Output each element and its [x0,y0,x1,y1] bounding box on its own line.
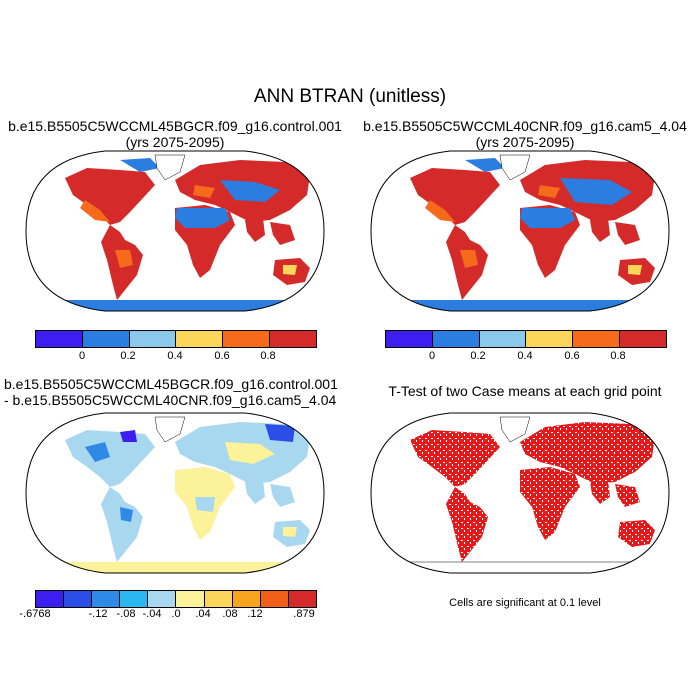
colorbar-tick: -.6768 [19,608,51,620]
main-title: ANN BTRAN (unitless) [253,86,447,107]
panel-title-top-right-line2: (yrs 2075-2095) [475,134,575,150]
colorbar-swatch [620,331,666,347]
colorbar-swatch [232,591,261,607]
map-bottom-left-difference [25,412,325,574]
colorbar-top-right [385,330,667,348]
colorbar-swatch [176,591,205,607]
significance-note: Cells are significant at 0.1 level [449,597,601,609]
colorbar-swatch [129,331,177,347]
colorbar-swatch [204,591,233,607]
colorbar-tick: 0.4 [167,350,183,362]
panel-title-bottom-left-line1: b.e15.B5505C5WCCML45BGCR.f09_g16.control… [4,376,338,392]
colorbar-tick: .04 [195,608,211,620]
colorbar-tick: 0 [428,350,436,362]
colorbar-swatch [82,331,130,347]
colorbar-swatch [288,591,316,607]
map-bottom-right-ttest [370,412,670,574]
colorbar-tick: .12 [247,608,263,620]
colorbar-tick: -.08 [116,608,136,620]
colorbar-tick: 0.4 [517,350,533,362]
colorbar-swatch [92,591,121,607]
map-top-left-case1 [25,150,325,312]
colorbar-tick: 0.2 [470,350,486,362]
colorbar-swatch [120,591,149,607]
colorbar-tick: 0.8 [260,350,276,362]
colorbar-tick: .0 [171,608,181,620]
colorbar-tick: -.12 [88,608,108,620]
colorbar-swatch [64,591,93,607]
colorbar-top-left [35,330,317,348]
panel-title-top-left-line1: b.e15.B5505C5WCCML45BGCR.f09_g16.control… [8,118,342,134]
colorbar-swatch [386,331,433,347]
colorbar-swatch [573,331,621,347]
colorbar-swatch [526,331,574,347]
panel-title-bottom-left-line2: - b.e15.B5505C5WCCML40CNR.f09_g16.cam5_4… [4,392,337,408]
colorbar-swatch [36,331,83,347]
panel-title-bottom-right: T-Test of two Case means at each grid po… [388,383,662,399]
colorbar-tick: -.04 [142,608,162,620]
map-top-right-case2 [370,150,670,312]
colorbar-tick: 0.6 [214,350,230,362]
colorbar-swatch [223,331,271,347]
colorbar-swatch [479,331,527,347]
colorbar-tick: .08 [222,608,238,620]
colorbar-tick: 0 [78,350,86,362]
colorbar-bottom-left-difference [35,590,317,608]
panel-title-top-left-line2: (yrs 2075-2095) [125,134,225,150]
colorbar-swatch [148,591,177,607]
colorbar-tick: .879 [293,608,315,620]
colorbar-swatch [36,591,65,607]
colorbar-tick: 0.6 [564,350,580,362]
colorbar-tick: 0.2 [120,350,136,362]
colorbar-tick: 0.8 [610,350,626,362]
panel-title-top-right-line1: b.e15.B5505C5WCCML40CNR.f09_g16.cam5_4.0… [363,118,687,134]
colorbar-swatch [260,591,289,607]
colorbar-swatch [270,331,316,347]
colorbar-swatch [176,331,224,347]
colorbar-swatch [432,331,480,347]
